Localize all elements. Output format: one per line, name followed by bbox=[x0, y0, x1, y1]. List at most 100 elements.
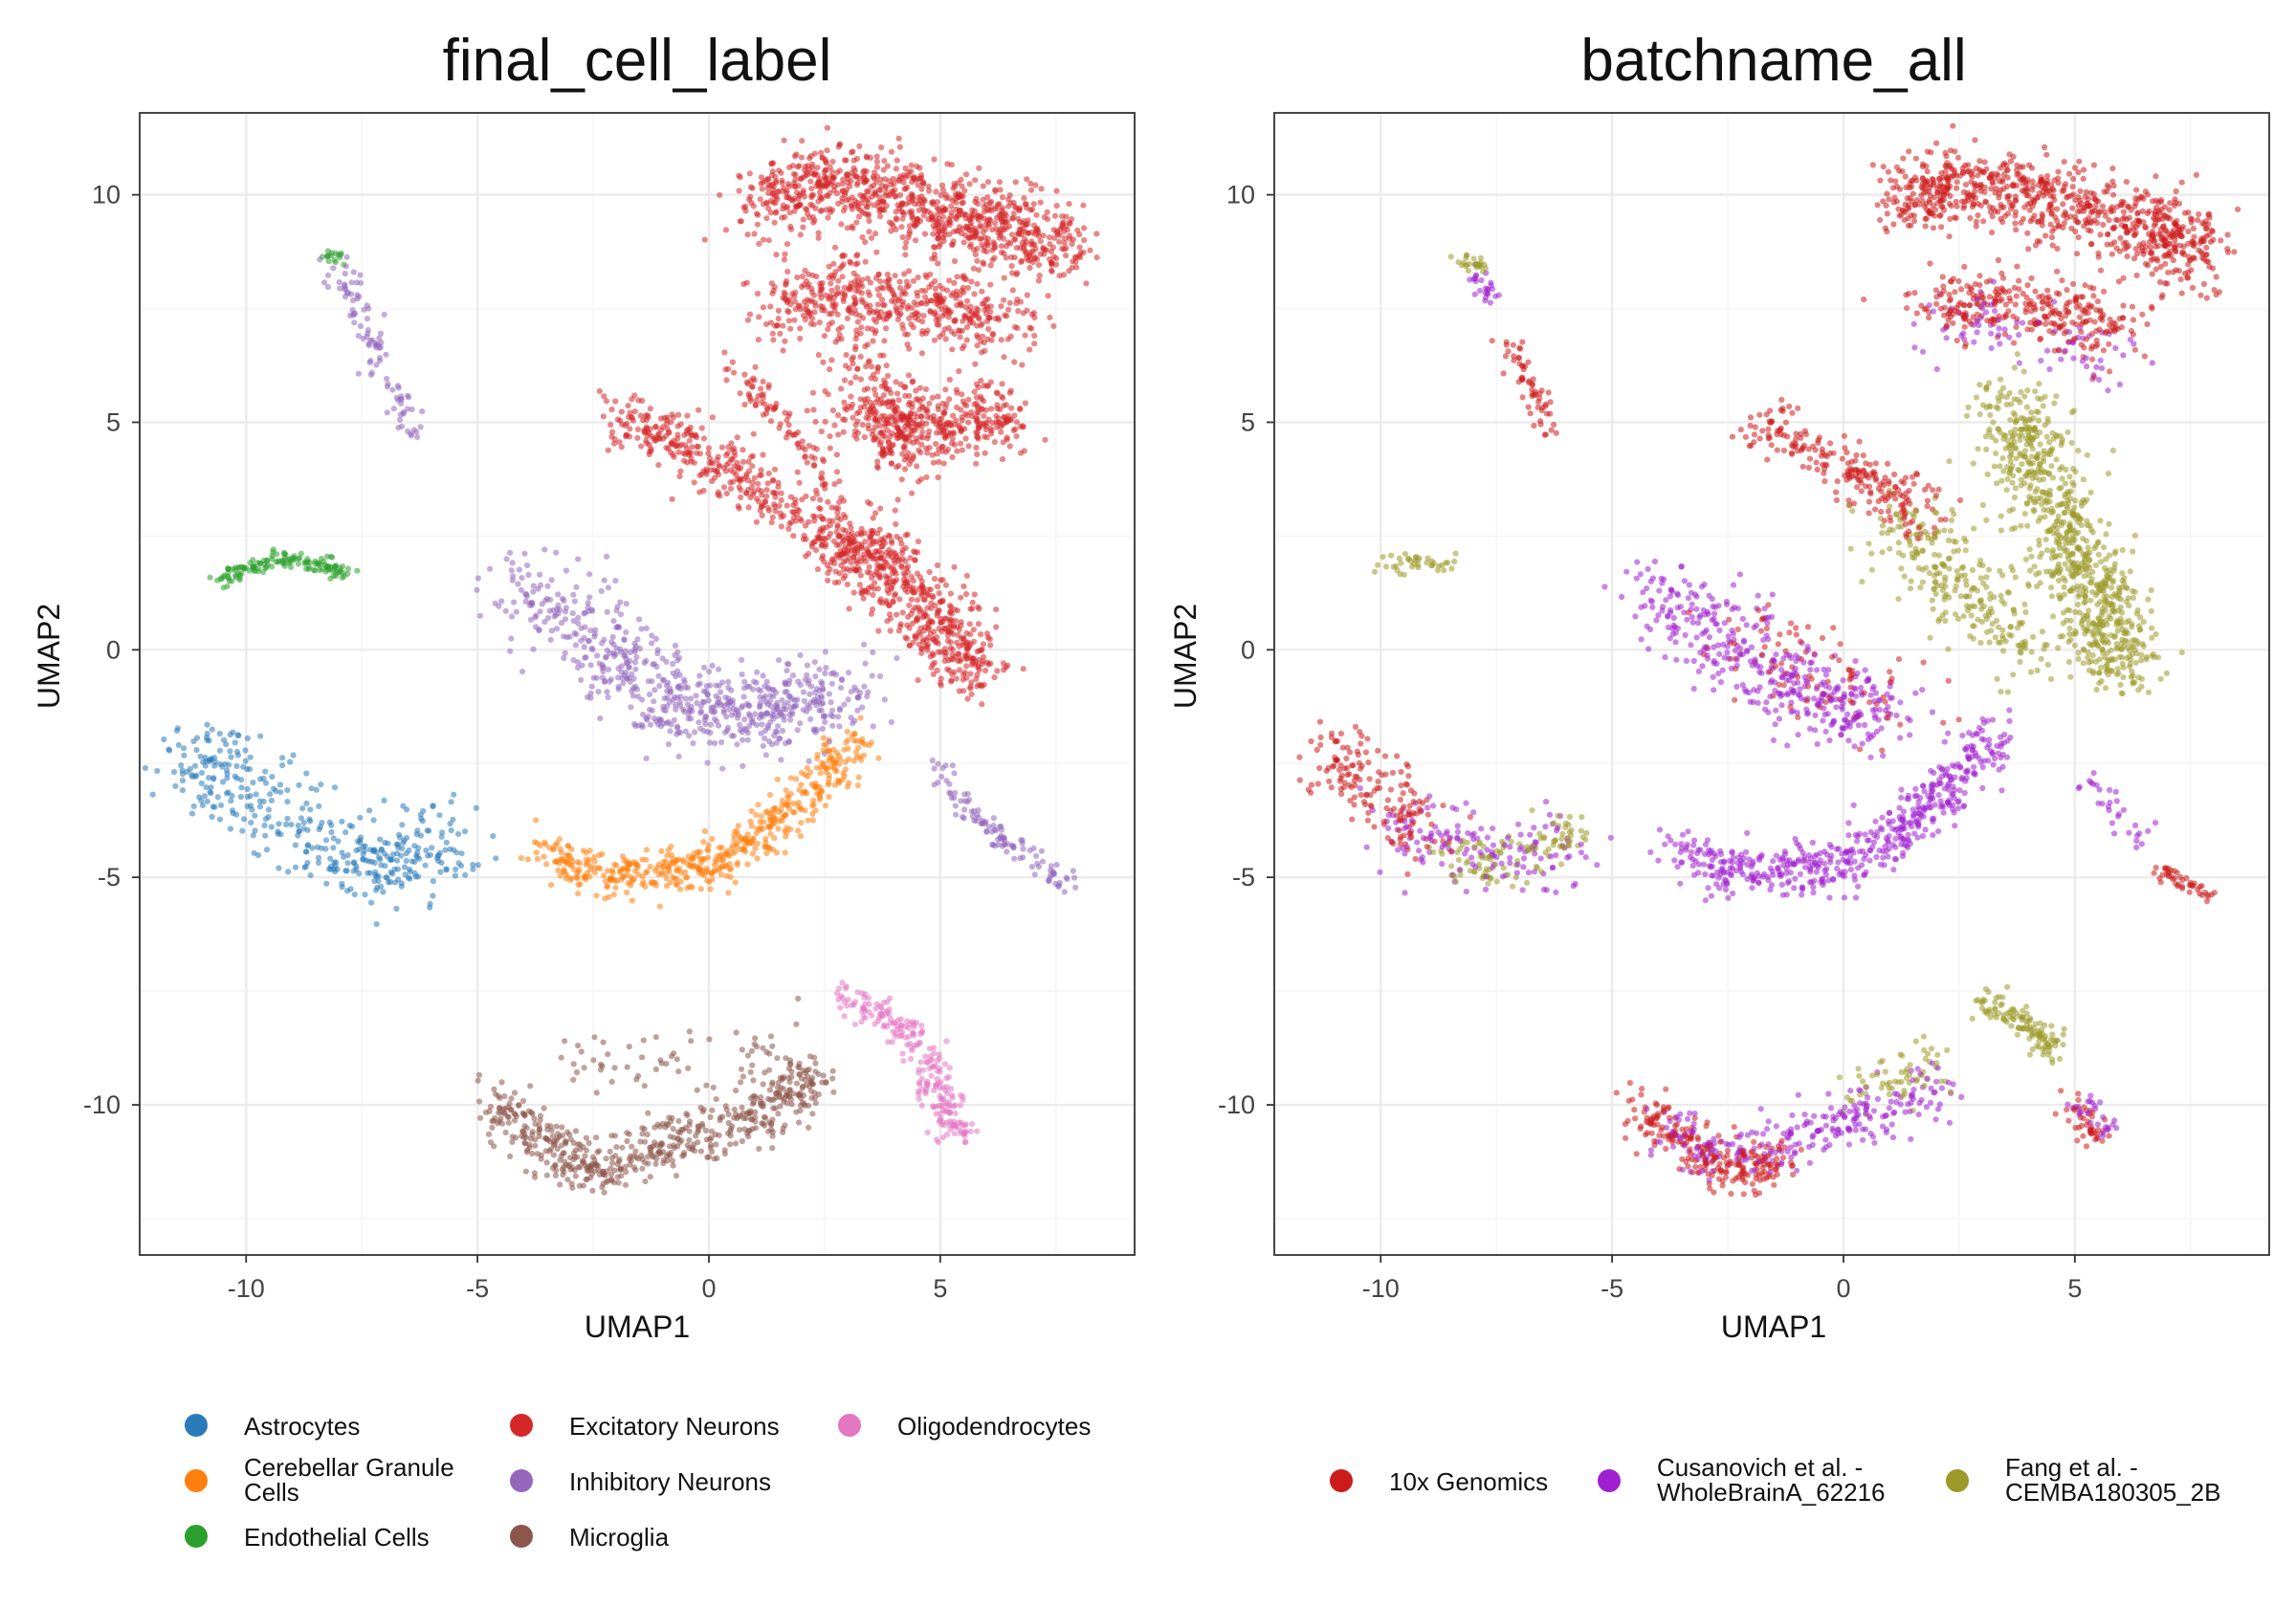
point-microglia bbox=[732, 1140, 740, 1147]
point-excitatory-neurons bbox=[924, 450, 931, 456]
point-excitatory-neurons bbox=[1047, 241, 1053, 248]
point-astrocytes bbox=[244, 793, 251, 801]
point-excitatory-neurons bbox=[998, 303, 1004, 310]
point-inhibitory-neurons bbox=[851, 717, 858, 724]
point-cerebellar-granule-cells bbox=[647, 864, 653, 870]
point-inhibitory-neurons bbox=[667, 728, 673, 735]
point-excitatory-neurons bbox=[784, 502, 790, 509]
point-inhibitory-neurons bbox=[741, 716, 748, 723]
point-astrocytes bbox=[430, 892, 436, 899]
point-inhibitory-neurons bbox=[845, 670, 852, 676]
point-excitatory-neurons bbox=[815, 230, 822, 236]
point-astrocytes bbox=[252, 827, 258, 834]
point-inhibitory-neurons bbox=[1039, 858, 1046, 865]
point-excitatory-neurons bbox=[780, 347, 786, 354]
point-excitatory-neurons bbox=[916, 447, 922, 453]
point-excitatory-neurons bbox=[894, 390, 901, 397]
point-inhibitory-neurons bbox=[664, 694, 671, 701]
point-microglia bbox=[622, 1181, 629, 1188]
point-inhibitory-neurons bbox=[811, 689, 819, 696]
point-cerebellar-granule-cells bbox=[773, 849, 781, 856]
point-astrocytes bbox=[370, 817, 377, 824]
point-cerebellar-granule-cells bbox=[764, 808, 771, 815]
point-astrocytes bbox=[415, 845, 422, 851]
point-inhibitory-neurons bbox=[419, 408, 426, 415]
point-microglia bbox=[619, 1144, 626, 1151]
point-inhibitory-neurons bbox=[848, 689, 854, 695]
point-excitatory-neurons bbox=[891, 557, 897, 563]
point-excitatory-neurons bbox=[958, 428, 965, 434]
point-excitatory-neurons bbox=[877, 309, 884, 316]
point-excitatory-neurons bbox=[950, 185, 957, 191]
point-astrocytes bbox=[233, 811, 240, 818]
point-inhibitory-neurons bbox=[647, 721, 654, 728]
point-oligodendrocytes bbox=[861, 1005, 868, 1012]
point-excitatory-neurons bbox=[937, 282, 943, 289]
point-inhibitory-neurons bbox=[632, 722, 639, 730]
point-astrocytes bbox=[418, 815, 425, 823]
point-excitatory-neurons bbox=[880, 352, 887, 359]
point-cerebellar-granule-cells bbox=[765, 824, 772, 830]
point-excitatory-neurons bbox=[892, 507, 898, 514]
point-astrocytes bbox=[399, 822, 406, 828]
point-astrocytes bbox=[443, 866, 450, 872]
point-excitatory-neurons bbox=[836, 265, 843, 272]
point-excitatory-neurons bbox=[951, 257, 959, 265]
point-inhibitory-neurons bbox=[778, 757, 784, 763]
point-excitatory-neurons bbox=[840, 176, 847, 183]
point-excitatory-neurons bbox=[895, 627, 902, 634]
point-inhibitory-neurons bbox=[672, 642, 679, 649]
point-excitatory-neurons bbox=[1010, 214, 1017, 221]
point-microglia bbox=[477, 1114, 484, 1121]
point-excitatory-neurons bbox=[782, 338, 788, 344]
point-excitatory-neurons bbox=[701, 236, 708, 243]
point-excitatory-neurons bbox=[935, 393, 941, 400]
point-inhibitory-neurons bbox=[601, 577, 607, 583]
point-excitatory-neurons bbox=[867, 279, 874, 286]
point-astrocytes bbox=[350, 868, 357, 874]
point-excitatory-neurons bbox=[887, 627, 894, 634]
point-inhibitory-neurons bbox=[324, 272, 332, 278]
point-microglia bbox=[829, 1075, 836, 1082]
point-excitatory-neurons bbox=[873, 418, 881, 425]
point-oligodendrocytes bbox=[850, 1002, 857, 1008]
point-oligodendrocytes bbox=[887, 995, 894, 1002]
point-inhibitory-neurons bbox=[610, 618, 617, 625]
point-microglia bbox=[647, 1174, 653, 1180]
point-excitatory-neurons bbox=[1021, 195, 1027, 202]
point-excitatory-neurons bbox=[644, 411, 651, 419]
point-microglia bbox=[529, 1129, 536, 1135]
point-inhibitory-neurons bbox=[968, 808, 975, 815]
point-microglia bbox=[616, 1156, 623, 1163]
point-excitatory-neurons bbox=[909, 179, 916, 186]
point-excitatory-neurons bbox=[854, 319, 862, 325]
point-inhibitory-neurons bbox=[686, 733, 693, 739]
point-microglia bbox=[765, 1067, 773, 1073]
point-microglia bbox=[812, 1100, 819, 1107]
point-astrocytes bbox=[362, 892, 368, 898]
point-inhibitory-neurons bbox=[806, 691, 813, 697]
point-excitatory-neurons bbox=[1050, 322, 1057, 329]
point-excitatory-neurons bbox=[675, 411, 682, 418]
point-microglia bbox=[581, 1065, 587, 1071]
point-excitatory-neurons bbox=[914, 597, 921, 604]
point-excitatory-neurons bbox=[987, 642, 994, 649]
point-microglia bbox=[686, 1028, 693, 1035]
point-inhibitory-neurons bbox=[343, 253, 350, 260]
point-inhibitory-neurons bbox=[417, 424, 424, 430]
point-excitatory-neurons bbox=[822, 536, 828, 542]
point-excitatory-neurons bbox=[858, 530, 865, 537]
point-microglia bbox=[639, 1131, 646, 1137]
point-excitatory-neurons bbox=[962, 435, 969, 442]
point-excitatory-neurons bbox=[977, 222, 983, 229]
point-inhibitory-neurons bbox=[706, 669, 713, 675]
point-excitatory-neurons bbox=[640, 417, 647, 424]
point-excitatory-neurons bbox=[951, 279, 958, 286]
point-excitatory-neurons bbox=[934, 199, 940, 206]
point-excitatory-neurons bbox=[782, 213, 788, 220]
point-excitatory-neurons bbox=[910, 607, 916, 614]
point-excitatory-neurons bbox=[998, 337, 1004, 343]
point-cerebellar-granule-cells bbox=[789, 808, 797, 816]
point-microglia bbox=[476, 1098, 483, 1105]
point-excitatory-neurons bbox=[817, 513, 824, 520]
